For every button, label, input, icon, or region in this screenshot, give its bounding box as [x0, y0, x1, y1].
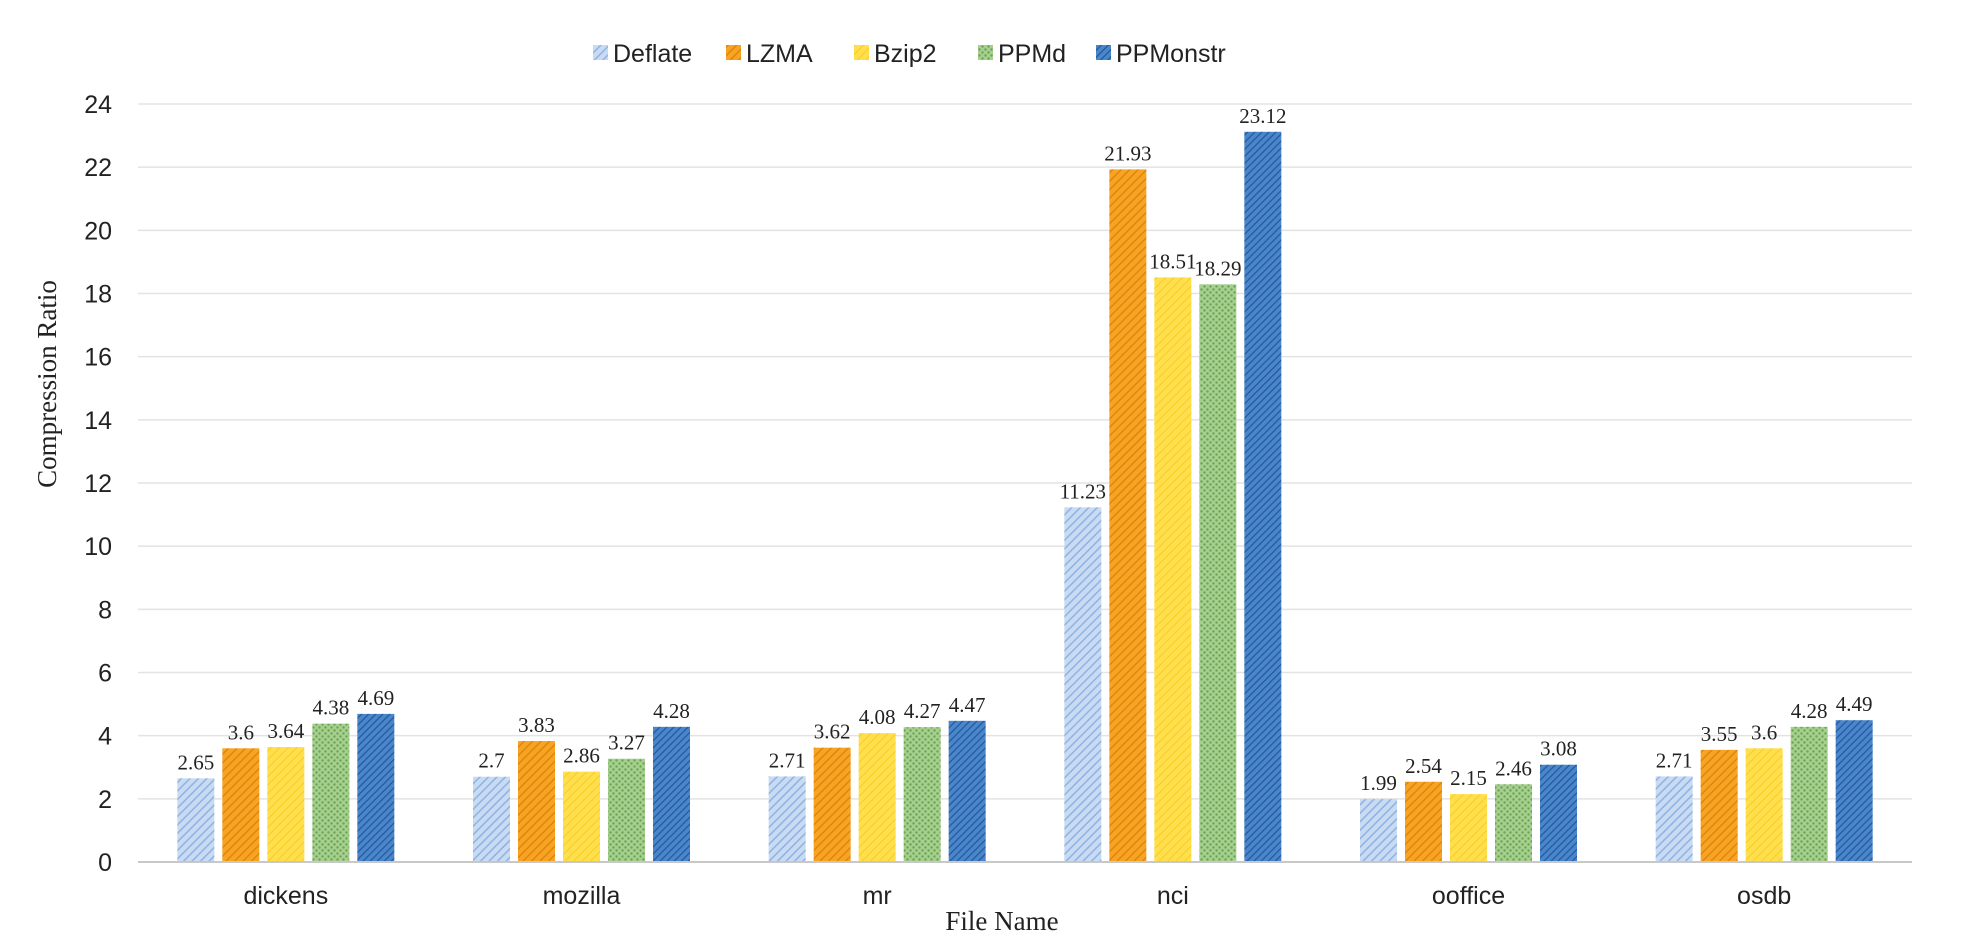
data-label: 2.7 — [478, 749, 504, 773]
y-tick-label: 16 — [84, 344, 112, 372]
bar-bzip2-mr — [858, 733, 896, 862]
bar-ppmonstr-mozilla — [653, 726, 690, 862]
data-label: 4.28 — [653, 699, 690, 723]
y-tick-label: 0 — [98, 849, 112, 877]
bar-bzip2-nci — [1154, 277, 1192, 863]
y-tick-label: 10 — [84, 533, 112, 561]
legend-label: Deflate — [613, 40, 692, 68]
bar-deflate-mr — [768, 776, 806, 862]
bars — [177, 131, 1873, 863]
y-tick-label: 18 — [84, 281, 112, 309]
bar-bzip2-dickens — [267, 747, 305, 862]
data-label: 2.86 — [563, 744, 600, 768]
data-label: 18.51 — [1149, 249, 1196, 273]
x-tick-label: mr — [863, 882, 892, 910]
data-label: 2.46 — [1495, 756, 1532, 780]
data-label: 1.99 — [1360, 771, 1397, 795]
bar-lzma-ooffice — [1405, 781, 1442, 862]
bar-ppmonstr-dickens — [357, 713, 395, 862]
data-label: 3.55 — [1701, 722, 1738, 746]
data-label: 4.27 — [904, 699, 941, 723]
data-label: 2.54 — [1405, 754, 1442, 778]
y-tick-label: 8 — [98, 596, 112, 624]
bar-bzip2-ooffice — [1450, 794, 1487, 862]
data-labels: 2.65 3.6 3.64 4.38 4.69 2.7 3.83 2.86 3.27 4.28 2.… — [177, 104, 1872, 795]
data-label: 4.38 — [312, 696, 349, 720]
bar-ppmonstr-nci — [1244, 131, 1282, 862]
bar-ppmonstr-mr — [948, 720, 986, 862]
data-label: 2.71 — [769, 748, 806, 772]
bar-deflate-nci — [1064, 507, 1102, 862]
bar-ppmonstr-ooffice — [1540, 764, 1577, 862]
data-label: 3.27 — [608, 731, 645, 755]
bar-lzma-dickens — [222, 748, 260, 862]
bar-deflate-mozilla — [473, 776, 510, 862]
data-label: 3.08 — [1540, 737, 1577, 761]
y-axis-title: Compression Ratio — [32, 280, 62, 488]
data-label: 3.62 — [814, 720, 851, 744]
y-tick-label: 22 — [84, 154, 112, 182]
legend-label: PPMd — [998, 40, 1066, 68]
bar-deflate-dickens — [177, 778, 215, 862]
y-tick-label: 20 — [84, 217, 112, 245]
data-label: 2.15 — [1450, 766, 1487, 790]
y-tick-label: 2 — [98, 786, 112, 814]
legend-swatch — [978, 45, 993, 60]
data-label: 4.28 — [1791, 699, 1828, 723]
legend-label: Bzip2 — [874, 40, 937, 68]
bar-deflate-ooffice — [1360, 799, 1397, 862]
bar-bzip2-mozilla — [563, 771, 600, 862]
legend-swatch — [726, 45, 741, 60]
data-label: 4.08 — [859, 705, 896, 729]
legend-label: LZMA — [746, 40, 813, 68]
data-label: 18.29 — [1194, 256, 1241, 280]
x-tick-label: nci — [1157, 882, 1189, 910]
data-label: 21.93 — [1104, 141, 1151, 165]
data-label: 3.83 — [518, 713, 555, 737]
data-label: 4.69 — [357, 686, 394, 710]
bar-ppmd-ooffice — [1495, 784, 1532, 862]
x-tick-label: ooffice — [1432, 882, 1505, 910]
data-label: 2.65 — [177, 750, 214, 774]
legend-swatch — [593, 45, 608, 60]
bar-lzma-mozilla — [518, 741, 555, 862]
bar-lzma-nci — [1109, 169, 1147, 862]
x-tick-label: mozilla — [543, 882, 621, 910]
data-label: 3.64 — [267, 719, 304, 743]
data-label: 4.47 — [949, 693, 986, 717]
y-tick-label: 14 — [84, 407, 112, 435]
legend-swatch — [854, 45, 869, 60]
gridlines — [138, 103, 1912, 800]
legend-swatch — [1096, 45, 1111, 60]
data-label: 2.71 — [1656, 748, 1693, 772]
legend: Deflate LZMA Bzip2 PPMd PPMonstr — [593, 40, 1226, 68]
bar-ppmd-mr — [903, 727, 941, 862]
bar-ppmonstr-osdb — [1835, 720, 1873, 862]
bar-ppmd-osdb — [1790, 726, 1828, 862]
y-tick-label: 12 — [84, 470, 112, 498]
x-tick-label: dickens — [243, 882, 328, 910]
data-label: 3.6 — [1751, 720, 1777, 744]
bar-lzma-mr — [813, 747, 851, 862]
x-axis-title: File Name — [945, 906, 1058, 936]
y-tick-label: 6 — [98, 660, 112, 688]
bar-ppmd-nci — [1199, 284, 1237, 862]
data-label: 4.49 — [1836, 692, 1873, 716]
x-tick-label: osdb — [1737, 882, 1791, 910]
bar-ppmd-dickens — [312, 723, 350, 862]
bar-deflate-osdb — [1655, 776, 1693, 862]
bar-ppmd-mozilla — [608, 758, 645, 862]
bar-bzip2-osdb — [1745, 748, 1783, 862]
y-tick-label: 24 — [84, 91, 112, 119]
bar-lzma-osdb — [1700, 749, 1738, 862]
data-label: 11.23 — [1060, 479, 1106, 503]
y-tick-label: 4 — [98, 723, 112, 751]
data-label: 23.12 — [1239, 104, 1286, 128]
data-label: 3.6 — [228, 720, 254, 744]
legend-label: PPMonstr — [1116, 40, 1226, 68]
